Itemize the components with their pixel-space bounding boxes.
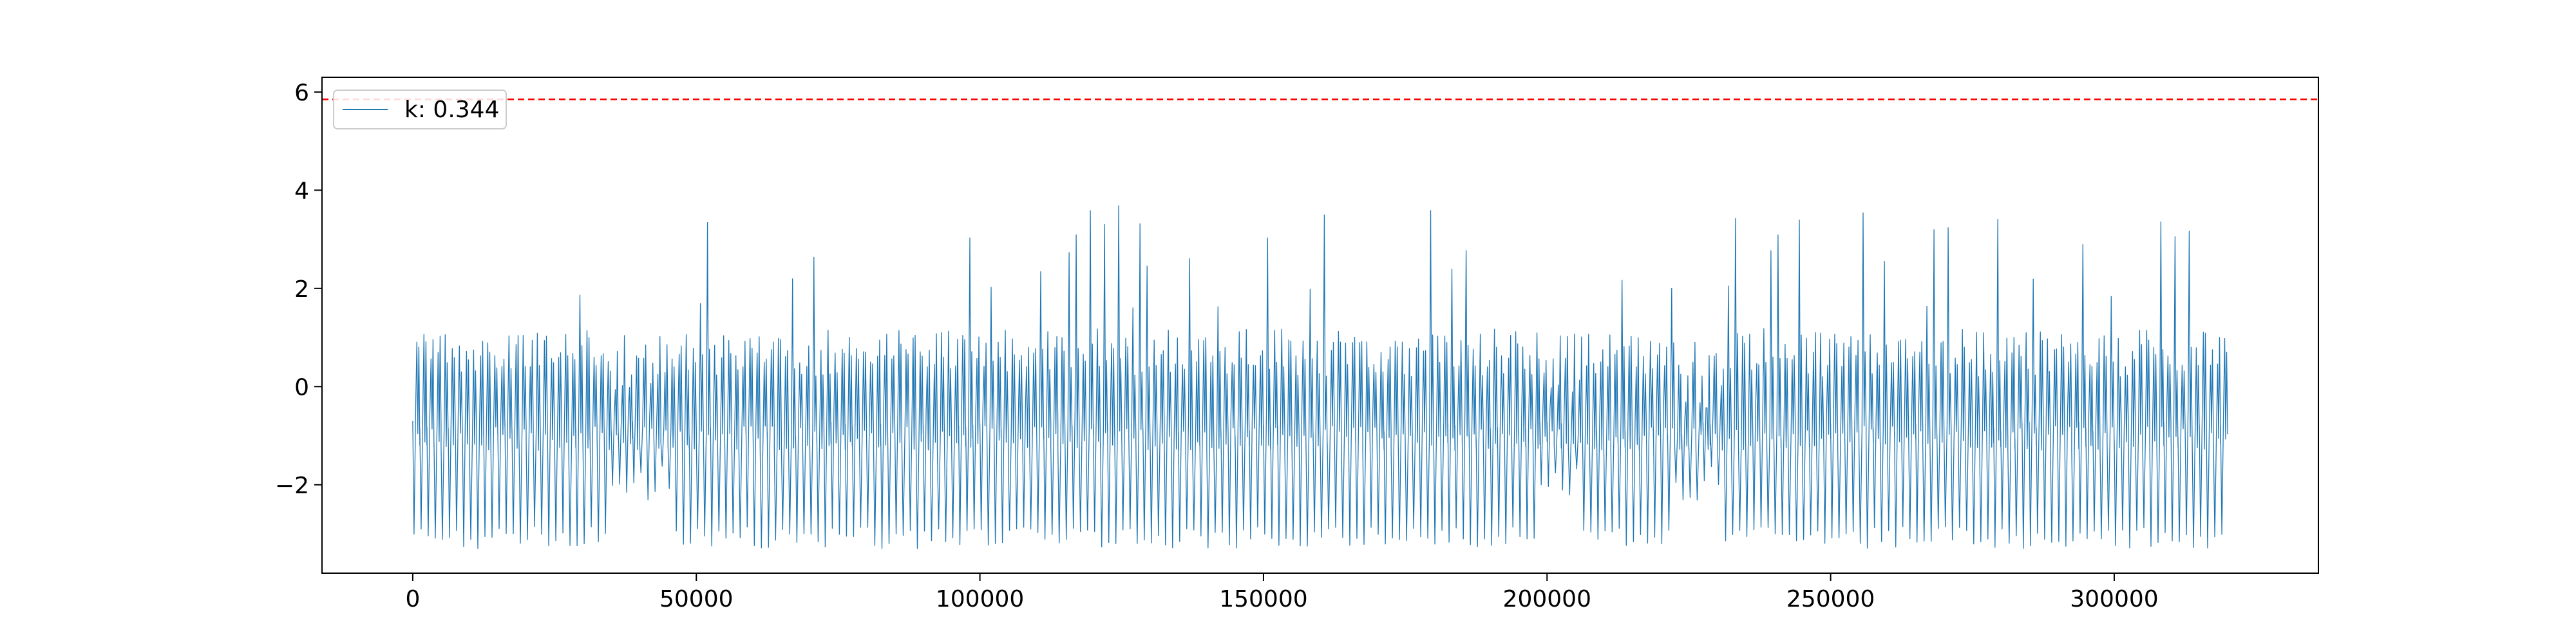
y-tick-label: 2 [294,276,309,303]
x-tick-label: 150000 [1219,586,1307,612]
x-tick-label: 50000 [659,586,734,612]
plot-area [322,99,2318,549]
legend-label: k: 0.344 [404,97,499,123]
axes-frame [321,77,2319,574]
x-tick-label: 300000 [2070,586,2158,612]
y-axis: −2 0 2 4 6 [275,80,322,499]
x-tick-label: 250000 [1786,586,1875,612]
y-tick-label: 0 [294,374,309,401]
y-tick-label: 4 [294,178,309,204]
x-axis: 0 50000 100000 150000 200000 250000 300000 [405,573,2159,612]
y-tick-label: 6 [294,80,309,106]
x-tick-label: 200000 [1503,586,1591,612]
series-line [412,205,2228,549]
legend: k: 0.344 [333,90,507,129]
legend-box [333,90,507,129]
x-tick-label: 100000 [936,586,1024,612]
y-tick-label: −2 [275,473,309,499]
x-tick-label: 0 [405,586,420,612]
